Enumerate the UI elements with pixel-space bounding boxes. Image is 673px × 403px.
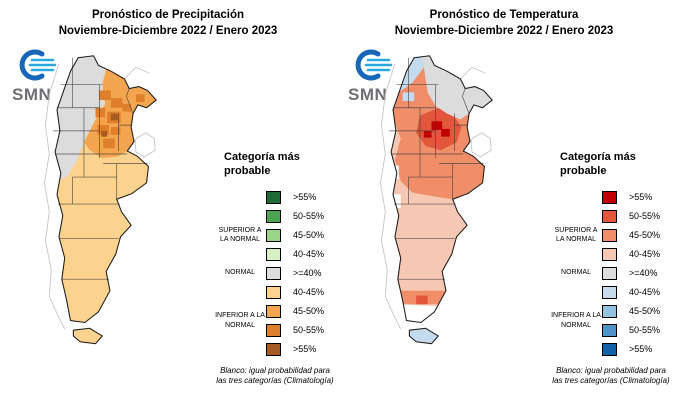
temperature-choropleth [391,55,493,323]
legend-label: 50-55% [629,211,661,222]
legend-swatch [602,228,617,242]
legend-label: 40-45% [629,249,661,260]
legend-label: >=40% [293,268,322,279]
legend-swatch [266,190,281,204]
group-below-normal: INFERIOR A LA NORMAL [215,312,265,329]
legend-label: 45-50% [629,230,661,241]
precipitation-title-line1: Pronóstico de Precipitación [91,9,245,21]
legend-swatch [602,285,617,299]
legend-title: Categoría más probable [560,151,636,178]
legend-footnote: Blanco: igual probabilidad para las tres… [216,365,334,386]
argentina-outline [390,55,493,324]
province-borders [389,57,484,280]
group-normal: NORMAL [225,269,255,277]
province-borders [53,57,148,280]
legend-label: 50-55% [293,211,325,222]
neighbor-borders [44,63,156,330]
legend-swatch [266,247,281,261]
legend-label: 45-50% [293,306,325,317]
legend-label: 50-55% [629,325,661,336]
group-below-normal: INFERIOR A LA NORMAL [551,312,601,329]
temperature-title-line2: Noviembre-Diciembre 2022 / Enero 2023 [394,25,614,38]
tierra-del-fuego [72,327,104,345]
smn-logo-label: SMN [348,85,388,104]
smn-logo-icon [355,49,393,81]
smn-logo-icon [19,49,57,81]
legend-label: >55% [293,344,317,355]
precipitation-panel: Pronóstico de Precipitación Noviembre-Di… [0,0,336,403]
legend-label: 45-50% [629,306,661,317]
group-above-normal: SUPERIOR A LA NORMAL [554,226,598,244]
legend-label: >55% [629,344,653,355]
legend-swatch [266,266,281,280]
temperature-legend: Categoría más probable SUPERIOR A LA NOR… [550,150,672,387]
precipitation-legend: Categoría más probable SUPERIOR A LA NOR… [214,150,336,387]
precipitation-choropleth [55,55,157,323]
legend-title: Categoría más probable [224,151,300,178]
legend-swatch [602,342,617,356]
legend-swatch [602,323,617,337]
legend-swatch [266,304,281,318]
legend-label: 50-55% [293,325,325,336]
legend-label: 40-45% [629,287,661,298]
group-normal: NORMAL [561,269,591,277]
legend-swatch [266,323,281,337]
legend-swatch [602,190,617,204]
legend-swatch [266,342,281,356]
smn-logo: SMN [348,48,394,105]
argentina-outline [54,55,157,324]
legend-swatch [266,228,281,242]
temperature-panel: Pronóstico de Temperatura Noviembre-Dici… [336,0,672,403]
legend-swatch [602,247,617,261]
legend-label: >55% [293,192,317,203]
legend-swatch [602,209,617,223]
temperature-title-line1: Pronóstico de Temperatura [429,9,579,21]
neighbor-borders [380,63,492,330]
group-above-normal: SUPERIOR A LA NORMAL [218,226,262,244]
legend-label: >55% [629,192,653,203]
legend-swatch [602,304,617,318]
precipitation-title: Pronóstico de Precipitación Noviembre-Di… [6,7,330,39]
smn-logo: SMN [12,48,58,105]
legend-label: 40-45% [293,287,325,298]
precipitation-title-line2: Noviembre-Diciembre 2022 / Enero 2023 [58,25,278,38]
legend-grid: SUPERIOR A LA NORMAL NORMAL INFERIOR A L… [550,188,672,359]
legend-label: 40-45% [293,249,325,260]
legend-swatch [266,209,281,223]
smn-logo-label: SMN [12,85,52,104]
tierra-del-fuego [408,327,440,345]
temperature-argentina-map [380,55,493,345]
temperature-title: Pronóstico de Temperatura Noviembre-Dici… [342,7,666,39]
legend-label: >=40% [629,268,658,279]
legend-footnote: Blanco: igual probabilidad para las tres… [552,365,670,386]
precipitation-argentina-map [44,55,157,345]
legend-grid: SUPERIOR A LA NORMAL NORMAL INFERIOR A L… [214,188,336,359]
legend-swatch [602,266,617,280]
legend-swatch [266,285,281,299]
legend-label: 45-50% [293,230,325,241]
